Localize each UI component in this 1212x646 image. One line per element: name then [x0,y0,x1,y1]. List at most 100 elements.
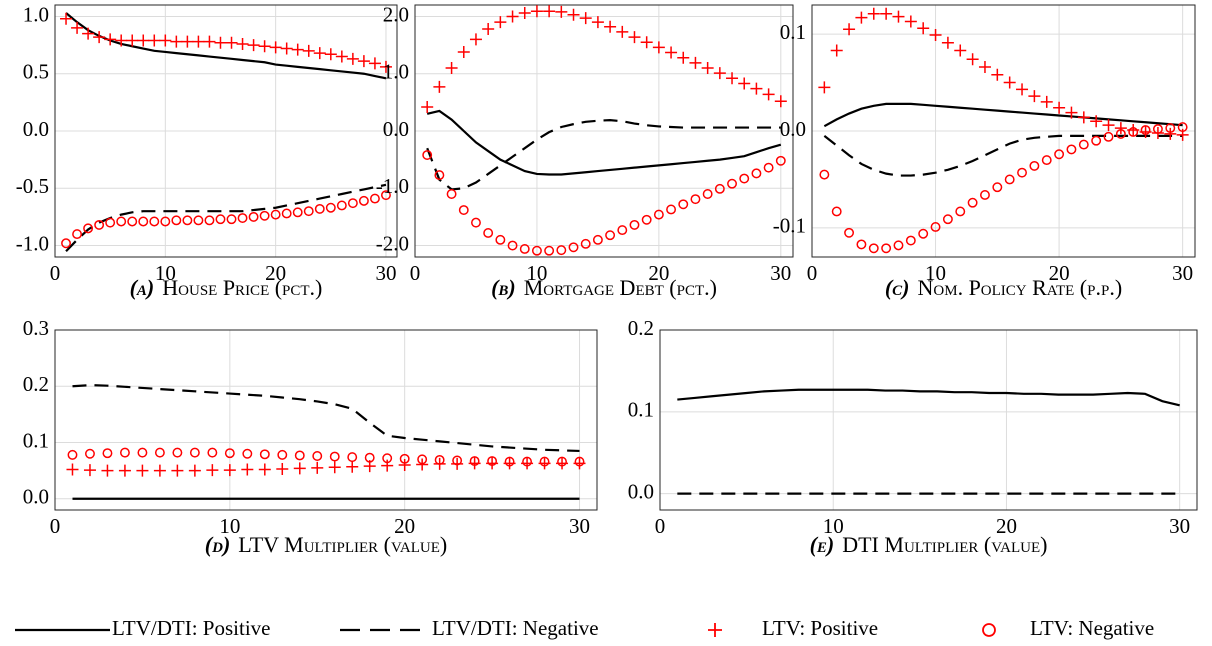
circle-marker [1152,124,1163,135]
series-line [823,134,1183,177]
plus-marker [159,34,172,47]
circle-marker [522,456,533,467]
caption-title: DTI Multiplier (value) [842,532,1047,557]
caption-title: Mortgage Debt (pct.) [524,275,717,300]
circle-marker [544,245,555,256]
x-tick-label: 20 [265,261,286,285]
circle-marker [751,168,762,179]
circle-marker [641,214,652,225]
series-line [65,183,387,253]
y-tick-label: 0.2 [628,316,654,340]
plus-marker [381,459,394,472]
plus-marker [929,29,942,42]
plus-marker [543,5,556,18]
circle-marker [930,222,941,232]
legend-swatch [982,623,996,637]
circle-marker [94,219,105,230]
circle-marker [237,213,248,224]
plus-marker [954,44,967,57]
circle-marker [189,447,200,458]
circle-marker [1004,174,1015,185]
y-tick-label: 0.5 [23,60,49,84]
plus-marker [518,7,531,20]
circle-marker [347,198,358,209]
plus-marker [892,10,905,23]
x-tick-label: 10 [925,261,946,285]
circle-marker [1054,149,1065,160]
plus-marker [904,15,917,28]
plot-frame [659,329,1198,511]
x-tick-label: 10 [823,514,844,538]
plus-marker [335,50,348,63]
plus-marker [469,33,482,46]
plus-marker [153,464,166,477]
plus-marker [880,7,893,20]
plus-marker [258,40,271,53]
circle-marker [629,219,640,230]
circle-marker [329,451,340,462]
plus-marker [258,463,271,476]
plus-marker [867,7,880,20]
x-tick-label: 0 [655,514,666,538]
plus-marker [774,95,787,108]
plus-marker [917,22,930,35]
plus-marker [591,16,604,29]
x-tick-label: 10 [219,514,240,538]
plus-marker [225,36,238,49]
circle-marker [775,155,786,166]
circle-marker [592,234,603,245]
caption: (a) House Price (pct.) [130,275,323,300]
caption-label: (c) [885,275,910,300]
circle-marker [67,449,78,460]
circle-marker [102,448,113,459]
x-tick-label: 0 [807,261,818,285]
plus-marker [104,33,117,46]
plus-marker [713,67,726,80]
plus-marker [416,458,429,471]
circle-marker [727,178,737,189]
circle-marker [617,225,628,236]
x-tick-label: 20 [996,514,1017,538]
circle-marker [507,240,518,251]
x-tick-label: 30 [1169,514,1190,538]
circle-marker [137,447,148,458]
circle-marker [215,214,226,225]
plus-marker [421,100,434,113]
circle-marker [119,447,130,458]
legend-swatch [708,623,722,637]
circle-marker [281,208,292,219]
x-tick-label: 30 [1172,261,1193,285]
circle-marker [483,227,494,238]
circle-marker [226,214,237,225]
x-tick-label: 20 [1049,261,1070,285]
circle-marker [819,169,830,180]
plus-marker [978,61,991,74]
circle-marker [1029,160,1040,171]
circle-marker [471,217,481,228]
plus-marker [311,461,324,474]
plus-marker [762,88,775,101]
series-line [72,384,580,453]
plus-marker [206,464,219,477]
circle-marker [714,183,725,194]
circle-marker [504,456,515,467]
circle-marker [294,450,305,461]
circle-marker [967,197,978,208]
circle-marker [1140,125,1151,135]
plus-marker [855,11,868,24]
plus-marker [203,35,216,48]
plus-marker [82,27,95,40]
circle-marker [382,453,393,464]
legend-label: LTV: Negative [1030,616,1154,640]
plus-marker [101,464,114,477]
plus-marker [247,39,260,52]
plus-marker [93,31,106,44]
circle-marker [519,244,530,254]
caption: (e) DTI Multiplier (value) [810,532,1048,557]
plus-marker [750,82,763,95]
y-tick-label: 0.0 [628,479,654,503]
circle-marker [434,454,445,465]
circle-marker [856,239,867,250]
circle-marker [381,190,391,201]
plus-marker [324,48,337,61]
